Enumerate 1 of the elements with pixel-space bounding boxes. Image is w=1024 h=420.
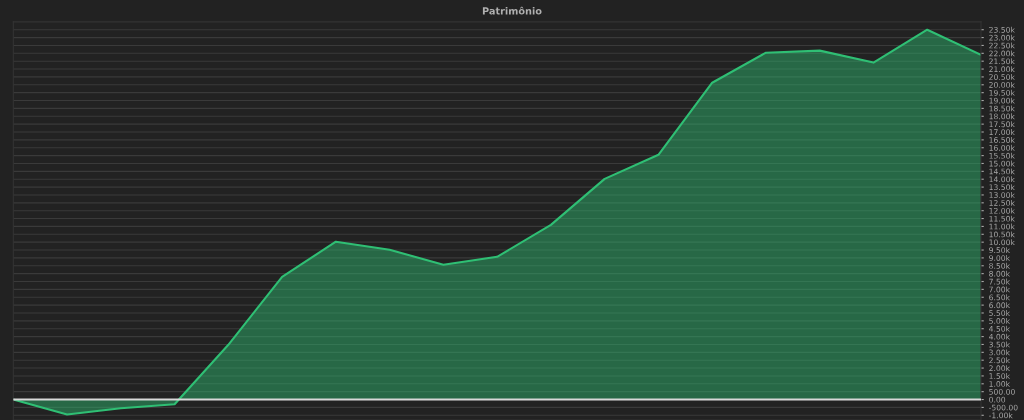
chart-title: Patrimônio xyxy=(482,6,542,15)
